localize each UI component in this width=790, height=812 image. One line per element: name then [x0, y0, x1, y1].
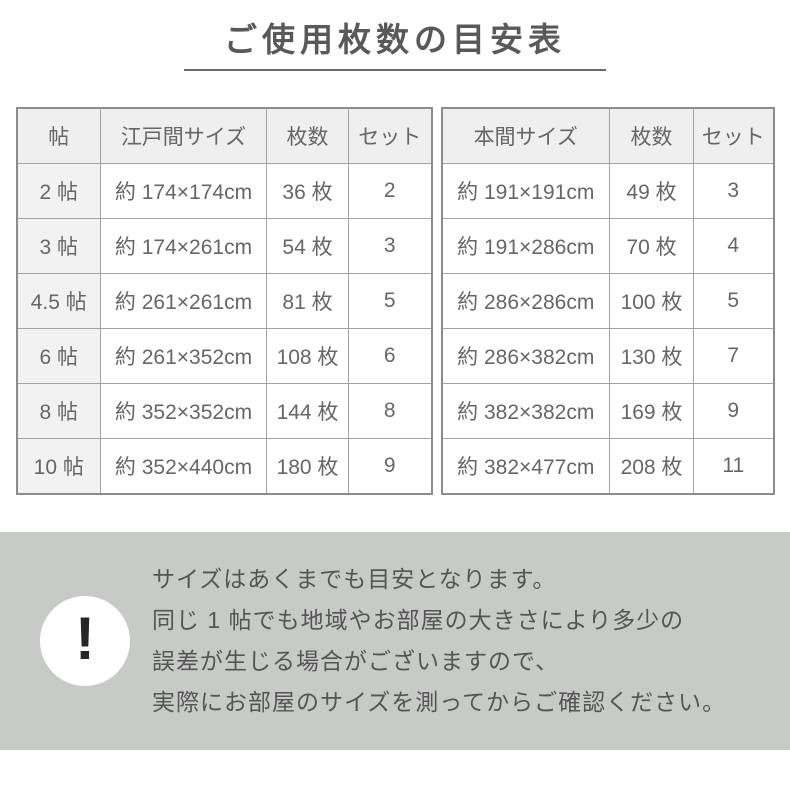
- cell-sets: 8: [348, 383, 432, 439]
- cell-jo: 6 帖: [16, 328, 101, 384]
- cell-size: 約 261×261cm: [100, 273, 267, 329]
- cell-size: 約 261×352cm: [100, 328, 267, 384]
- cell-sheets: 169 枚: [609, 383, 694, 439]
- cell-sets: 5: [348, 273, 432, 329]
- cell-jo: 2 帖: [16, 163, 101, 219]
- exclamation-icon: !: [40, 596, 130, 686]
- table-row: 10 帖 約 352×440cm 180 枚 9: [16, 438, 432, 495]
- cell-sheets: 49 枚: [609, 163, 694, 219]
- title-underline: [184, 69, 606, 71]
- cell-sets: 3: [693, 163, 774, 219]
- cell-sets: 9: [348, 438, 432, 495]
- cell-sheets: 70 枚: [609, 218, 694, 274]
- cell-sheets: 54 枚: [266, 218, 349, 274]
- page: ご使用枚数の目安表 帖 江戸間サイズ 枚数 セット 2 帖 約 174×174c…: [0, 22, 790, 750]
- col-header-sets: セット: [693, 107, 774, 164]
- cell-size: 約 174×174cm: [100, 163, 267, 219]
- honma-size-table: 本間サイズ 枚数 セット 約 191×191cm 49 枚 3 約 191×28…: [440, 107, 775, 495]
- table-row: 約 382×477cm 208 枚 11: [441, 438, 774, 495]
- cell-sheets: 100 枚: [609, 273, 694, 329]
- page-title: ご使用枚数の目安表: [224, 21, 566, 58]
- cell-sheets: 108 枚: [266, 328, 349, 384]
- table-row: 4.5 帖 約 261×261cm 81 枚 5: [16, 273, 432, 329]
- table-row: 約 382×382cm 169 枚 9: [441, 383, 774, 439]
- cell-sets: 4: [693, 218, 774, 274]
- cell-sets: 6: [348, 328, 432, 384]
- table-header-row: 本間サイズ 枚数 セット: [441, 107, 774, 164]
- cell-jo: 4.5 帖: [16, 273, 101, 329]
- table-row: 約 286×286cm 100 枚 5: [441, 273, 774, 329]
- col-header-sheets: 枚数: [266, 107, 349, 164]
- cell-sheets: 180 枚: [266, 438, 349, 495]
- table-row: 8 帖 約 352×352cm 144 枚 8: [16, 383, 432, 439]
- table-row: 6 帖 約 261×352cm 108 枚 6: [16, 328, 432, 384]
- col-header-sheets: 枚数: [609, 107, 694, 164]
- edoma-size-table: 帖 江戸間サイズ 枚数 セット 2 帖 約 174×174cm 36 枚 2 3…: [15, 107, 433, 495]
- cell-sheets: 144 枚: [266, 383, 349, 439]
- cell-size: 約 191×286cm: [441, 218, 610, 274]
- table-row: 3 帖 約 174×261cm 54 枚 3: [16, 218, 432, 274]
- cell-sets: 2: [348, 163, 432, 219]
- cell-sets: 11: [693, 438, 774, 495]
- cell-sets: 5: [693, 273, 774, 329]
- exclamation-glyph: !: [75, 605, 95, 672]
- cell-sets: 3: [348, 218, 432, 274]
- col-header-edoma-size: 江戸間サイズ: [100, 107, 267, 164]
- table-row: 約 191×286cm 70 枚 4: [441, 218, 774, 274]
- cell-size: 約 382×477cm: [441, 438, 610, 495]
- cell-sheets: 208 枚: [609, 438, 694, 495]
- cell-jo: 3 帖: [16, 218, 101, 274]
- table-row: 約 286×382cm 130 枚 7: [441, 328, 774, 384]
- cell-size: 約 352×352cm: [100, 383, 267, 439]
- caution-line: 実際にお部屋のサイズを測ってからご確認ください。: [152, 689, 727, 715]
- table-row: 2 帖 約 174×174cm 36 枚 2: [16, 163, 432, 219]
- table-header-row: 帖 江戸間サイズ 枚数 セット: [16, 107, 432, 164]
- cell-sheets: 81 枚: [266, 273, 349, 329]
- cell-size: 約 352×440cm: [100, 438, 267, 495]
- cell-sheets: 130 枚: [609, 328, 694, 384]
- cell-sheets: 36 枚: [266, 163, 349, 219]
- cell-sets: 9: [693, 383, 774, 439]
- col-header-jo: 帖: [16, 107, 101, 164]
- caution-line: 同じ 1 帖でも地域やお部屋の大きさにより多少の: [152, 607, 685, 633]
- cell-jo: 8 帖: [16, 383, 101, 439]
- col-header-sets: セット: [348, 107, 432, 164]
- cell-size: 約 286×382cm: [441, 328, 610, 384]
- cell-size: 約 382×382cm: [441, 383, 610, 439]
- caution-line: 誤差が生じる場合がございますので、: [152, 648, 560, 674]
- cell-sets: 7: [693, 328, 774, 384]
- caution-line: サイズはあくまでも目安となります。: [152, 566, 557, 592]
- cell-size: 約 286×286cm: [441, 273, 610, 329]
- cell-size: 約 174×261cm: [100, 218, 267, 274]
- cell-jo: 10 帖: [16, 438, 101, 495]
- caution-note: ! サイズはあくまでも目安となります。 同じ 1 帖でも地域やお部屋の大きさによ…: [0, 532, 790, 750]
- col-header-honma-size: 本間サイズ: [441, 107, 610, 164]
- caution-text: サイズはあくまでも目安となります。 同じ 1 帖でも地域やお部屋の大きさにより多…: [152, 559, 726, 723]
- size-tables: 帖 江戸間サイズ 枚数 セット 2 帖 約 174×174cm 36 枚 2 3…: [0, 107, 790, 495]
- cell-size: 約 191×191cm: [441, 163, 610, 219]
- table-row: 約 191×191cm 49 枚 3: [441, 163, 774, 219]
